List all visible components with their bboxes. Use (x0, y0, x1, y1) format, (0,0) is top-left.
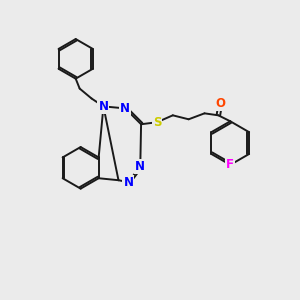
Text: O: O (215, 97, 225, 110)
Text: N: N (120, 102, 130, 115)
Text: S: S (153, 116, 161, 129)
Text: N: N (135, 160, 145, 173)
Text: N: N (123, 176, 134, 189)
Text: N: N (98, 100, 108, 113)
Text: F: F (226, 158, 234, 171)
